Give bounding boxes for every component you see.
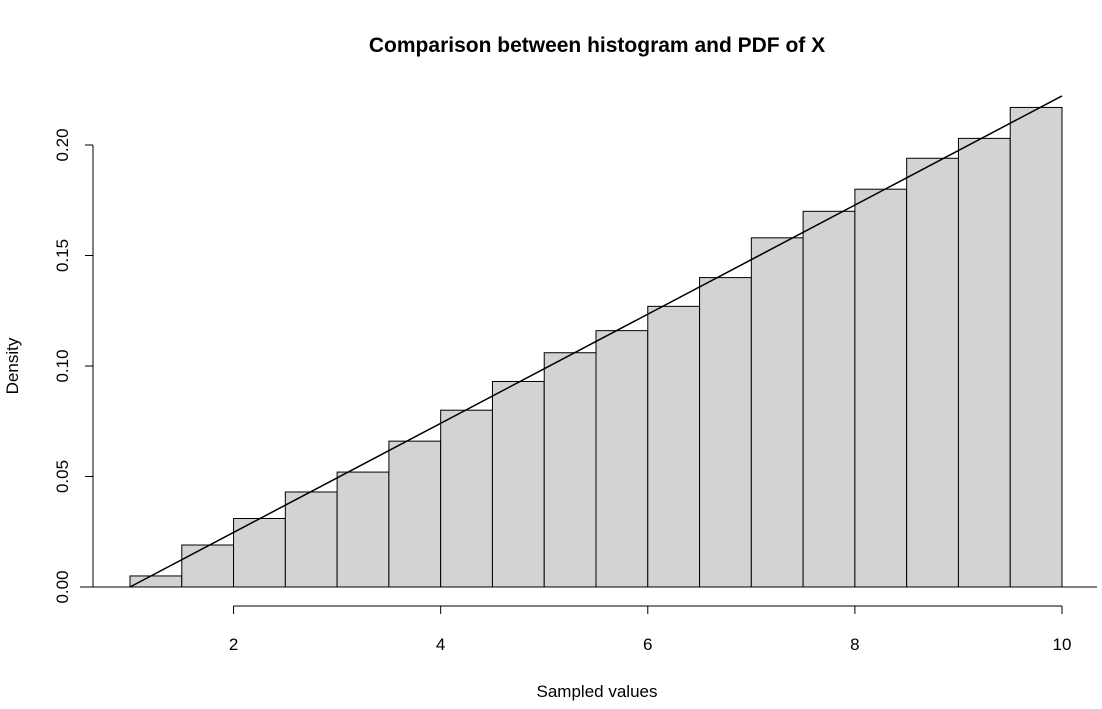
pdf-line xyxy=(129,95,1063,588)
x-tick-label: 10 xyxy=(1053,635,1072,654)
histogram-bar xyxy=(854,188,908,588)
histogram-bar xyxy=(1009,106,1063,588)
histogram-bar xyxy=(595,330,649,588)
histogram-bar xyxy=(388,440,442,588)
histogram-bar xyxy=(750,237,804,588)
y-axis: 0.00 0.05 0.10 0.15 0.20 xyxy=(53,128,94,604)
histogram-bar xyxy=(491,380,545,588)
chart-title: Comparison between histogram and PDF of … xyxy=(369,34,825,57)
y-axis-title: Density xyxy=(3,337,22,394)
histogram-bar xyxy=(957,137,1011,588)
histogram-bar xyxy=(543,352,597,588)
histogram-bar xyxy=(440,409,493,588)
x-axis: 2 4 6 8 10 xyxy=(229,605,1072,654)
y-tick-label: 0.15 xyxy=(53,239,72,272)
histogram-bar xyxy=(699,277,752,588)
histogram-bar xyxy=(336,471,390,588)
x-tick-label: 4 xyxy=(436,635,445,654)
pdf-line-layer xyxy=(129,95,1063,588)
y-tick-label: 0.05 xyxy=(53,460,72,493)
histogram-bar xyxy=(802,210,856,588)
x-axis-title: Sampled values xyxy=(537,682,658,701)
histogram-bars xyxy=(80,106,1097,588)
histogram-bar xyxy=(906,157,959,588)
histogram-bar xyxy=(129,575,183,588)
histogram-bar xyxy=(647,305,701,588)
histogram-bar xyxy=(181,544,235,588)
x-tick-label: 2 xyxy=(229,635,238,654)
histogram-bar xyxy=(284,491,338,588)
x-tick-label: 6 xyxy=(643,635,652,654)
y-tick-label: 0.10 xyxy=(53,349,72,382)
y-tick-label: 0.20 xyxy=(53,128,72,161)
x-tick-label: 8 xyxy=(850,635,859,654)
y-tick-label: 0.00 xyxy=(53,570,72,603)
